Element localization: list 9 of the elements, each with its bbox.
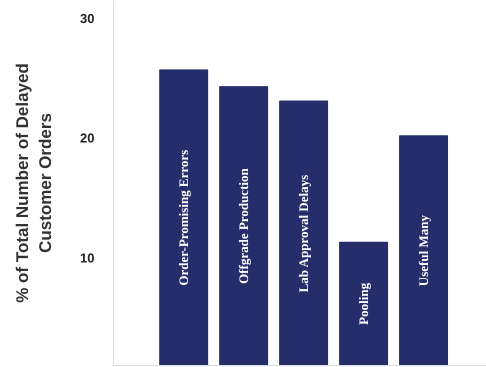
y-tick-label: 10 — [80, 250, 95, 266]
x-tick-label: Pooling — [356, 282, 372, 325]
x-tick-label: Order-Promising Errors — [176, 150, 192, 286]
y-tick-label: 20 — [80, 130, 95, 146]
x-tick-label: Offgrade Production — [236, 167, 252, 284]
y-tick-label: 30 — [80, 10, 95, 26]
y-axis-title: % of Total Number of Delayed Customer Orders — [13, 63, 56, 303]
x-tick-label: Lab Approval Delays — [296, 174, 312, 292]
x-tick-label: Useful Many — [416, 214, 432, 286]
